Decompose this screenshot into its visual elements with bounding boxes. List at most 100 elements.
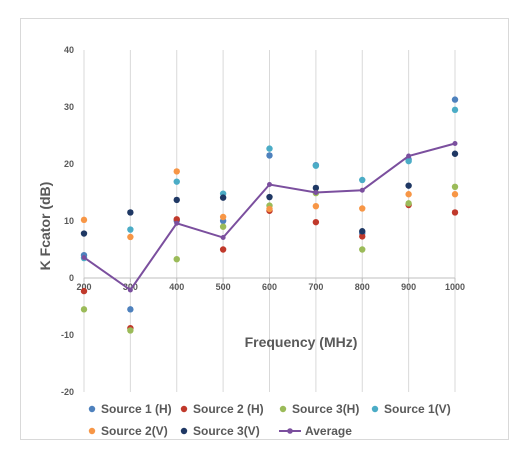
data-point	[80, 216, 88, 224]
data-point	[451, 209, 459, 216]
series-source-2-h	[80, 201, 459, 332]
x-tick-labels: 200 300 400 500 600 700 800 900 1000	[76, 282, 465, 292]
legend-label: Average	[305, 424, 352, 438]
data-point	[312, 162, 320, 169]
data-point	[359, 205, 366, 212]
y-tick-label: -10	[61, 330, 74, 340]
average-point	[267, 182, 272, 188]
data-point	[405, 191, 412, 198]
data-point	[451, 183, 459, 190]
series-average	[81, 140, 458, 293]
data-point	[405, 157, 412, 165]
x-tick-label: 1000	[445, 282, 465, 292]
data-point	[405, 182, 412, 189]
data-point	[359, 233, 366, 240]
x-tick-label: 700	[308, 282, 323, 292]
legend-label: Source 1(V)	[384, 402, 451, 416]
data-point	[266, 193, 273, 201]
legend: Source 1 (H) Source 2 (H) Source 3(H) Sourc…	[88, 402, 451, 438]
average-point	[127, 287, 133, 293]
data-point	[127, 209, 134, 216]
x-tick-label: 200	[76, 282, 91, 292]
x-tick-label: 800	[355, 282, 370, 292]
data-point	[451, 106, 459, 114]
data-point	[173, 168, 180, 175]
data-point	[451, 191, 459, 198]
data-point	[312, 184, 320, 192]
data-point	[80, 287, 88, 295]
x-tick-label: 600	[262, 282, 277, 292]
data-point	[173, 178, 180, 185]
legend-item-source-2-h: Source 2 (H)	[180, 402, 264, 416]
data-point	[451, 150, 459, 157]
series-source-1-v	[80, 106, 459, 262]
legend-marker	[180, 405, 188, 413]
legend-marker	[180, 427, 188, 435]
data-point	[173, 216, 180, 223]
data-point	[359, 246, 366, 253]
x-tick-label: 300	[123, 282, 138, 292]
y-axis-title: K Fcator (dB)	[37, 182, 53, 271]
x-tick-label: 500	[216, 282, 231, 292]
y-tick-label: 0	[69, 273, 74, 283]
data-point	[219, 213, 227, 221]
data-point	[173, 255, 180, 263]
data-point	[266, 205, 273, 213]
average-point	[174, 220, 180, 226]
legend-item-source-2-v: Source 2(V)	[88, 424, 168, 438]
series-source-3-v	[80, 150, 459, 237]
x-axis-title: Frequency (MHz)	[245, 334, 358, 350]
legend-label: Source 3(H)	[292, 402, 359, 416]
data-point	[127, 327, 134, 334]
data-point	[312, 218, 320, 226]
legend-marker	[279, 405, 287, 413]
legend-label: Source 1 (H)	[101, 402, 172, 416]
legend-label: Source 3(V)	[193, 424, 260, 438]
series-layer	[80, 96, 459, 334]
legend-label: Source 2 (H)	[193, 402, 264, 416]
average-point	[359, 187, 365, 193]
data-point	[80, 230, 88, 237]
data-point	[359, 228, 366, 235]
y-tick-label: 30	[64, 102, 74, 112]
data-point	[127, 306, 134, 313]
legend-item-source-3-h: Source 3(H)	[279, 402, 359, 416]
data-point	[451, 96, 459, 103]
data-point	[219, 223, 227, 230]
data-point	[173, 196, 180, 204]
data-point	[127, 233, 134, 241]
data-point	[405, 200, 412, 207]
average-point	[313, 190, 319, 195]
legend-item-source-1-h: Source 1 (H)	[88, 402, 172, 416]
y-tick-label: 40	[64, 45, 74, 55]
legend-item-source-3-v: Source 3(V)	[180, 424, 260, 438]
average-point	[81, 254, 87, 260]
axis-layer	[83, 277, 456, 282]
data-point	[80, 306, 88, 313]
legend-marker	[287, 428, 293, 434]
chart-frame	[20, 18, 509, 440]
x-tick-label: 400	[169, 282, 184, 292]
legend-label: Source 2(V)	[101, 424, 168, 438]
average-point	[220, 235, 226, 241]
data-point	[219, 194, 227, 201]
data-point	[359, 176, 366, 184]
average-point	[406, 153, 412, 159]
y-tick-labels: -20 -10 0 10 20 30 40	[61, 45, 74, 397]
average-point	[452, 140, 458, 146]
legend-marker	[88, 405, 96, 413]
y-tick-label: -20	[61, 387, 74, 397]
data-point	[312, 202, 320, 210]
series-source-2-v	[80, 168, 459, 241]
legend-marker	[371, 405, 379, 413]
data-point	[127, 226, 134, 233]
y-tick-label: 20	[64, 159, 74, 169]
data-point	[219, 246, 227, 253]
data-point	[266, 145, 273, 152]
x-tick-label: 900	[401, 282, 416, 292]
legend-item-source-1-v: Source 1(V)	[371, 402, 451, 416]
legend-item-average: Average	[279, 424, 352, 438]
legend-marker	[88, 427, 96, 435]
